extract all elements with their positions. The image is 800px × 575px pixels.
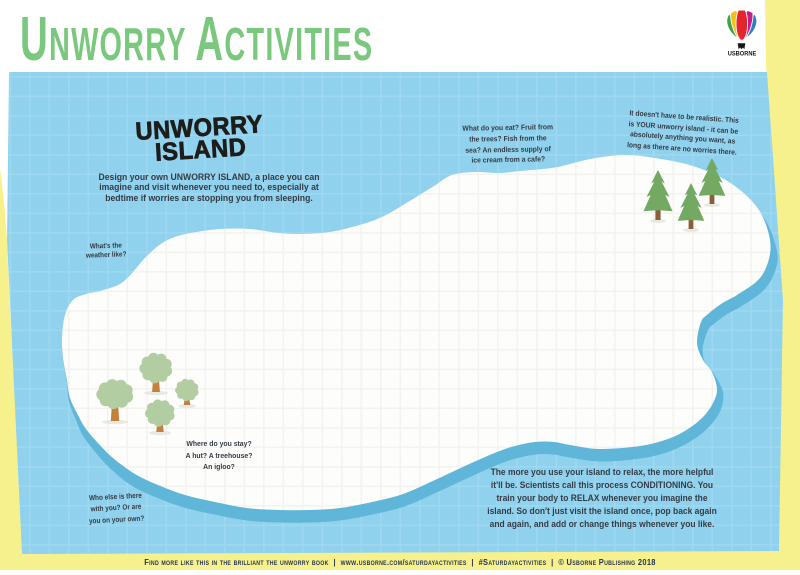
svg-text:USBORNE: USBORNE (728, 51, 757, 58)
